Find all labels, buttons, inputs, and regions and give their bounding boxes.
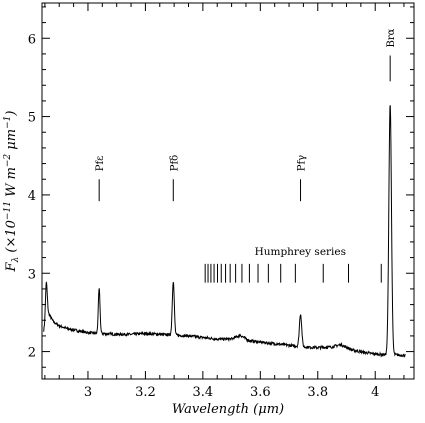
x-tick-label: 3 — [84, 385, 92, 400]
y-axis-title-open: (×10 — [4, 220, 19, 257]
y-axis-title-exp1: −11 — [3, 201, 13, 220]
line-markers: Pfε Pfδ Pfγ Brα — [95, 28, 397, 202]
y-axis-title-exp3: −1 — [3, 116, 13, 129]
y-axis-title-mid1: W m — [4, 167, 19, 201]
x-tick-label: 3.2 — [135, 385, 156, 400]
line-marker-label: Pfδ — [169, 155, 180, 171]
x-tick-label: 3.6 — [250, 385, 271, 400]
y-axis-title-main: F — [4, 261, 19, 272]
line-marker-label: Pfε — [95, 156, 106, 172]
y-tick-label: 2 — [28, 346, 36, 361]
humphrey-series-label: Humphrey series — [255, 246, 346, 258]
y-tick-label: 5 — [28, 111, 36, 126]
x-tick-label: 3.8 — [307, 385, 328, 400]
y-axis-title-exp2: −2 — [3, 154, 13, 168]
line-marker-label: Pfγ — [297, 155, 308, 171]
y-axis-title-sub: λ — [11, 257, 21, 264]
y-tick-label: 4 — [28, 189, 36, 204]
x-tick-label: 3.4 — [193, 385, 214, 400]
line-marker-label: Brα — [386, 28, 397, 47]
x-axis-title: Wavelength (μm) — [172, 402, 284, 417]
y-tick-label: 3 — [28, 267, 36, 282]
plot-frame — [41, 2, 415, 380]
y-axis-title: Fλ (×10−11 W m−2 μm−1) — [3, 111, 21, 273]
spectrum-series-line — [43, 105, 406, 358]
y-axis-title-mid2: μm — [4, 129, 19, 154]
y-tick-label: 6 — [28, 32, 36, 47]
axis-ticks — [42, 3, 414, 379]
x-tick-label: 4 — [371, 385, 379, 400]
axis-tick-labels: 3 3.2 3.4 3.6 3.8 4 2 3 4 5 6 — [28, 32, 380, 400]
y-axis-title-close: ) — [4, 111, 19, 117]
humphrey-series-markers: Humphrey series — [204, 246, 382, 283]
